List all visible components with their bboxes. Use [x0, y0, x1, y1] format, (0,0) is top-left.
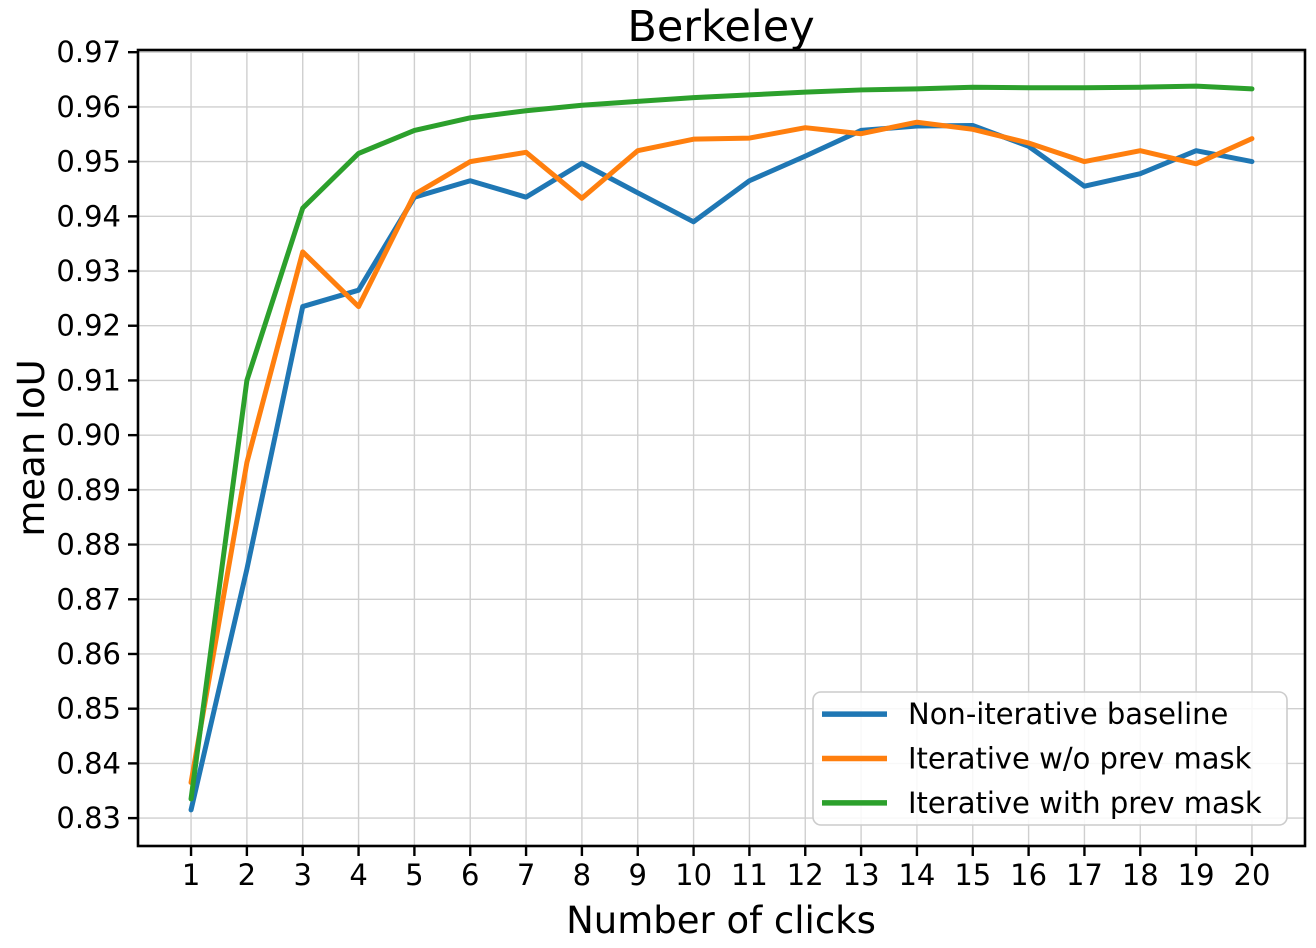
y-tick-label: 0.92: [56, 309, 121, 343]
x-tick-label: 10: [675, 858, 712, 892]
x-tick-label: 14: [898, 858, 935, 892]
x-tick-label: 13: [843, 858, 880, 892]
legend-label: Iterative w/o prev mask: [908, 742, 1252, 776]
y-tick-label: 0.87: [56, 582, 121, 616]
y-tick-label: 0.88: [56, 528, 121, 562]
y-axis-label: mean IoU: [10, 359, 53, 536]
chart-title: Berkeley: [627, 2, 814, 52]
legend-label: Non-iterative baseline: [908, 697, 1228, 731]
x-tick-label: 12: [787, 858, 824, 892]
x-tick-label: 6: [461, 858, 479, 892]
x-tick-label: 18: [1122, 858, 1159, 892]
x-tick-label: 16: [1010, 858, 1047, 892]
legend-item-iterative-with-prev-mask: Iterative with prev mask: [822, 786, 1262, 820]
y-tick-label: 0.94: [56, 199, 121, 233]
x-tick-label: 3: [293, 858, 311, 892]
series-line-non-iterative-baseline: [188, 122, 1255, 813]
x-tick-label: 1: [182, 858, 200, 892]
y-tick-label: 0.89: [56, 473, 121, 507]
y-tick-label: 0.86: [56, 637, 121, 671]
legend-item-iterative-w-o-prev-mask: Iterative w/o prev mask: [822, 742, 1252, 776]
y-tick-label: 0.84: [56, 746, 121, 780]
y-tick-label: 0.95: [56, 145, 121, 179]
x-axis-label: Number of clicks: [566, 899, 876, 942]
axis-ticks-and-labels: 1 2 3 4 5 6 7 8 9 10 11 12 13 14 15 16 17 18 19 200.830.840…: [56, 35, 1270, 892]
legend-item-non-iterative-baseline: Non-iterative baseline: [822, 697, 1228, 731]
plot-border: [136, 48, 1307, 848]
x-tick-label: 19: [1178, 858, 1215, 892]
legend: Non-iterative baseline Iterative w/o prev…: [812, 691, 1288, 826]
legend-label: Iterative with prev mask: [908, 786, 1262, 820]
y-tick-label: 0.85: [56, 692, 121, 726]
y-tick-label: 0.91: [56, 363, 121, 397]
data-series-lines: [188, 83, 1255, 813]
x-tick-label: 8: [573, 858, 591, 892]
axes-spines: [136, 48, 1307, 848]
x-tick-label: 9: [629, 858, 647, 892]
x-tick-label: 11: [731, 858, 768, 892]
y-tick-label: 0.96: [56, 90, 121, 124]
series-line-iterative-w-o-prev-mask: [188, 119, 1255, 786]
x-tick-label: 15: [954, 858, 991, 892]
y-tick-label: 0.90: [56, 418, 121, 452]
x-tick-label: 2: [238, 858, 256, 892]
x-tick-label: 4: [349, 858, 367, 892]
y-tick-label: 0.93: [56, 254, 121, 288]
x-tick-label: 17: [1066, 858, 1103, 892]
y-tick-label: 0.83: [56, 801, 121, 835]
x-tick-label: 5: [405, 858, 423, 892]
y-tick-label: 0.97: [56, 35, 121, 69]
legend-box: [812, 691, 1288, 826]
series-line-iterative-with-prev-mask: [188, 83, 1255, 802]
x-tick-label: 20: [1234, 858, 1271, 892]
x-tick-label: 7: [517, 858, 535, 892]
